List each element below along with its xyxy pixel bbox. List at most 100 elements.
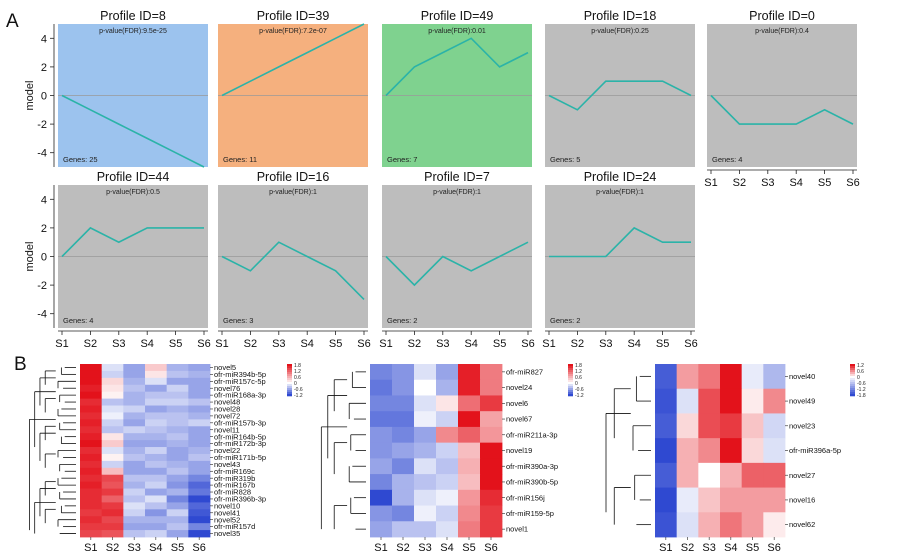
heatmap-cell xyxy=(101,474,124,483)
heatmap-cell xyxy=(80,516,103,524)
heatmap-cell xyxy=(123,377,146,386)
legend-tick: 0 xyxy=(575,381,578,387)
heatmap-cell xyxy=(166,495,189,503)
legend-swatch xyxy=(287,390,292,393)
column-label: S2 xyxy=(681,542,694,554)
y-tick-label: -4 xyxy=(37,148,47,160)
heatmap-cell xyxy=(480,474,503,491)
x-tick-label: S3 xyxy=(761,177,774,189)
heatmap-cell xyxy=(188,440,211,448)
heatmap-cell xyxy=(458,364,481,381)
heatmap-cell xyxy=(166,370,189,379)
legend-swatch xyxy=(568,370,573,373)
profile-genes: Genes: 4 xyxy=(63,316,93,325)
x-tick-label: S3 xyxy=(599,338,612,350)
heatmap-cell xyxy=(414,521,437,538)
row-label: novel62 xyxy=(789,520,815,529)
heatmap-cell xyxy=(698,462,721,488)
legend-swatch xyxy=(568,386,573,389)
heatmap-cell xyxy=(370,505,393,522)
profile-line xyxy=(61,226,204,258)
row-label: ofr-miR390a-3p xyxy=(506,462,558,471)
row-label: novel1 xyxy=(506,525,528,534)
profile-line xyxy=(221,23,365,97)
legend-swatch xyxy=(850,364,855,367)
heatmap-cell xyxy=(145,419,168,427)
heatmap-cell xyxy=(123,481,146,489)
heatmap-cell xyxy=(166,398,189,406)
legend-tick: 1.8 xyxy=(294,363,301,369)
heatmap-cell xyxy=(458,505,481,522)
heatmap-cell xyxy=(101,502,124,510)
heatmap-cell xyxy=(655,462,678,488)
heatmap-cell xyxy=(145,502,168,510)
heatmap-cell xyxy=(763,388,786,414)
legend-tick: 0.6 xyxy=(294,375,301,381)
heatmap-cell xyxy=(480,411,503,428)
legend-swatch xyxy=(568,384,573,387)
heatmap-cell xyxy=(80,377,103,386)
y-tick-label: 2 xyxy=(41,62,47,74)
profile-genes: Genes: 5 xyxy=(550,155,580,164)
heatmap-cell xyxy=(123,467,146,476)
column-label: S4 xyxy=(440,542,453,554)
heatmap-cell xyxy=(123,447,146,455)
row-label: novel41 xyxy=(214,508,240,517)
heatmap-cell xyxy=(101,398,124,406)
profile-genes: Genes: 11 xyxy=(223,155,257,164)
column-label: S5 xyxy=(746,542,759,554)
y-axis-label: model xyxy=(24,242,36,272)
legend-tick: 0.6 xyxy=(857,369,864,375)
heatmap-cell xyxy=(188,447,211,455)
heatmap-cell xyxy=(80,426,103,434)
y-axis-label: model xyxy=(24,81,36,111)
heatmap-cell xyxy=(145,412,168,420)
heatmap-cell xyxy=(166,453,189,462)
heatmap-cell xyxy=(458,442,481,459)
heatmap-cell xyxy=(145,481,168,489)
heatmap-cell xyxy=(480,395,503,412)
heatmap-cell xyxy=(123,419,146,427)
legend-tick: 1.2 xyxy=(575,369,582,375)
legend-swatch xyxy=(568,374,573,377)
legend-swatch xyxy=(568,378,573,381)
profile-genes: Genes: 3 xyxy=(223,316,253,325)
heatmap-cell xyxy=(741,364,764,390)
profile-line xyxy=(61,94,205,168)
heatmap-cell xyxy=(436,521,459,538)
profile-title: Profile ID=44 xyxy=(97,170,170,184)
heatmap-cell xyxy=(370,442,393,459)
legend-swatch xyxy=(568,382,573,385)
profile-pvalue: p-value(FDR):1 xyxy=(269,189,317,196)
profile-title: Profile ID=49 xyxy=(421,9,494,23)
legend-swatch xyxy=(850,376,855,379)
legend-tick: -1.8 xyxy=(857,393,866,399)
heatmap-cell xyxy=(101,440,124,448)
legend-swatch xyxy=(568,376,573,379)
row-label: novel23 xyxy=(789,421,815,430)
heatmap-cell xyxy=(698,487,721,513)
heatmap-cell xyxy=(458,458,481,475)
heatmap-cell xyxy=(741,462,764,488)
heatmap-cell xyxy=(676,364,699,390)
heatmap-cell xyxy=(80,502,103,510)
heatmap-cell xyxy=(145,474,168,483)
y-tick-label: 0 xyxy=(41,91,47,103)
x-tick-label: S4 xyxy=(789,177,802,189)
heatmap-cell xyxy=(188,453,211,462)
heatmap-cell xyxy=(698,438,721,464)
legend-swatch xyxy=(287,366,292,369)
heatmap-cell xyxy=(166,509,189,517)
heatmap-cell xyxy=(80,405,103,413)
heatmap-cell xyxy=(123,384,146,393)
heatmap-cell xyxy=(101,467,124,476)
heatmap-cell xyxy=(392,489,415,506)
heatmap-cell xyxy=(80,440,103,448)
heatmap-cell xyxy=(741,487,764,513)
legend-tick: 0 xyxy=(294,381,297,387)
heatmap-cell xyxy=(480,458,503,475)
x-tick-label: S1 xyxy=(704,177,717,189)
row-label: novel40 xyxy=(789,372,815,381)
row-label: novel22 xyxy=(214,446,240,455)
